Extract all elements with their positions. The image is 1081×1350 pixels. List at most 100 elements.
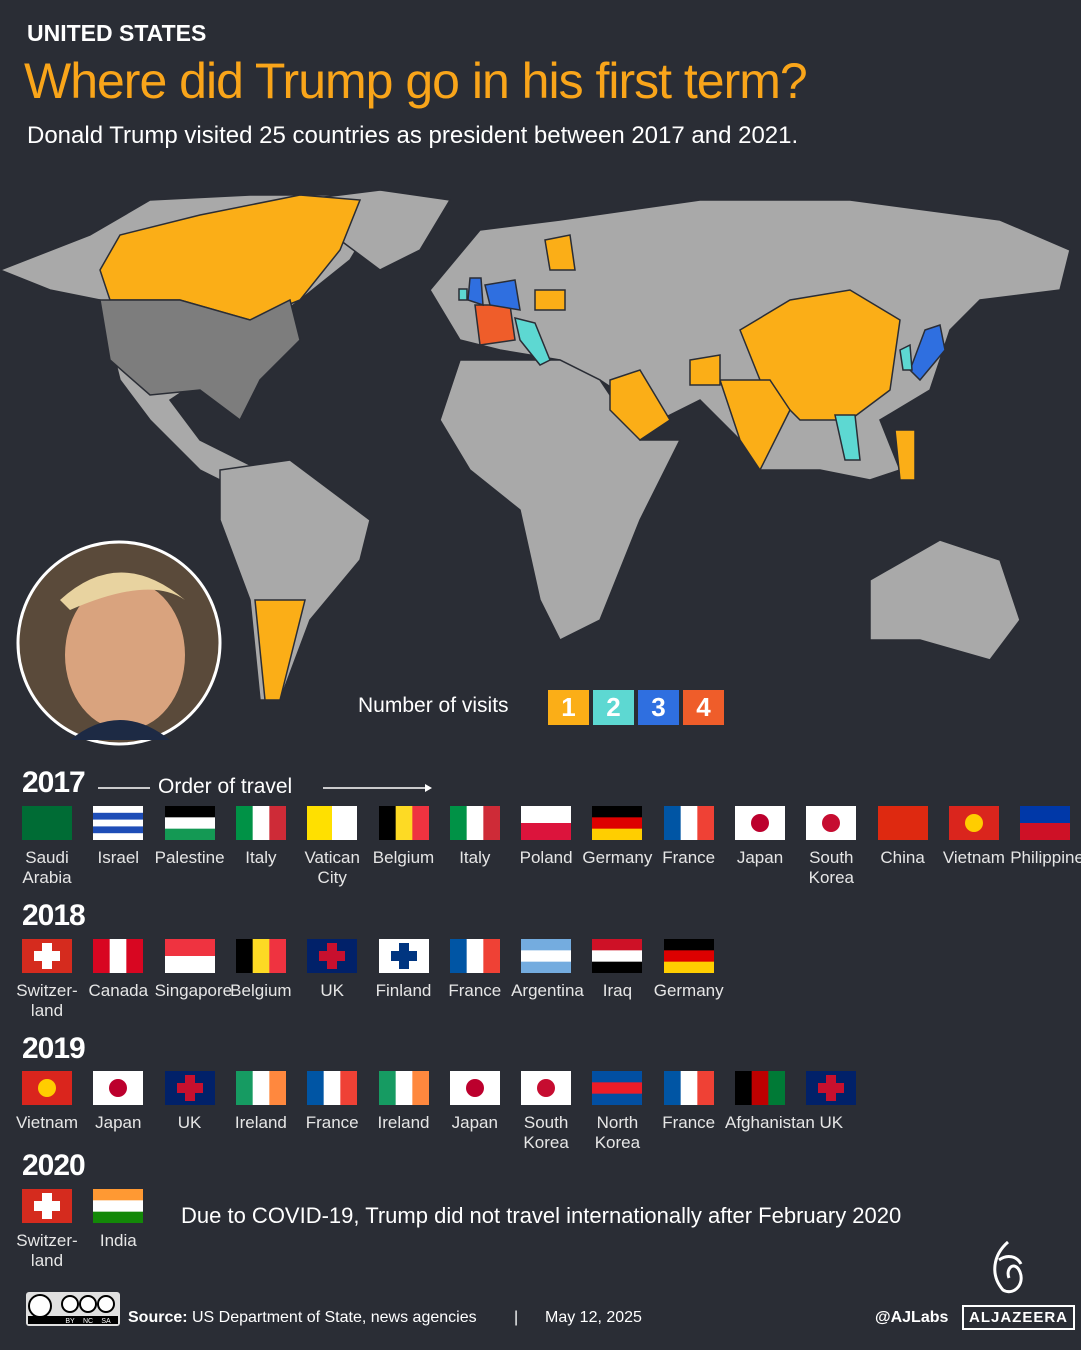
country-label: Japan [736, 848, 784, 867]
flag-part [93, 812, 144, 821]
country-label: Poland [519, 848, 573, 867]
flag [93, 1071, 144, 1105]
country-label: Italy [459, 848, 491, 867]
flag [235, 806, 286, 840]
flag-part [235, 1071, 254, 1105]
flag-part [592, 828, 643, 840]
flag [592, 806, 643, 840]
flag-part [269, 1071, 286, 1105]
flag-part [877, 806, 928, 840]
flag-part [680, 806, 698, 840]
flag [735, 1071, 785, 1105]
flag-part [663, 939, 714, 951]
flag-part [93, 806, 144, 814]
flag [948, 806, 999, 840]
flag [592, 939, 643, 973]
flag-part [663, 950, 714, 963]
flag-part [449, 806, 467, 840]
flag [806, 806, 857, 840]
flag-part [466, 939, 484, 973]
world-map [0, 189, 1071, 746]
license-term: BY [65, 1318, 75, 1325]
title: Where did Trump go in his first term? [24, 53, 808, 109]
country-label: UK [819, 1113, 844, 1132]
korea [899, 343, 913, 371]
country-label: UK [177, 1113, 202, 1132]
country-label: Saudi Arabia [22, 848, 72, 887]
country-label: Argentina [511, 981, 584, 1000]
flag-part [521, 950, 572, 963]
country-label: China [880, 848, 925, 867]
saudi-arabia [609, 369, 672, 441]
year-label: 2020 [22, 1149, 86, 1182]
flag [22, 1189, 72, 1223]
country-label: Israel [97, 848, 140, 867]
flag [307, 806, 358, 840]
country-label: Italy [245, 848, 277, 867]
flag-part [592, 1071, 643, 1083]
flag-part [252, 939, 270, 973]
flag-part [22, 806, 72, 840]
country-label: Vietnam [942, 848, 1005, 867]
flag [449, 939, 500, 973]
country-label: Switzer-land [16, 981, 78, 1020]
country-label: Japan [451, 1113, 498, 1132]
poland [534, 289, 566, 311]
legend-label: Number of visits [358, 694, 509, 717]
legend-swatch: 4 [683, 690, 724, 725]
flag [93, 806, 144, 840]
caption: Order of travel [158, 775, 293, 798]
country-label: Ireland [234, 1113, 287, 1132]
flag [22, 939, 72, 973]
logo-emblem [993, 1240, 1023, 1294]
flag-part [164, 806, 215, 818]
flag-part [521, 806, 572, 824]
flag-part [164, 828, 215, 840]
country-label: France [662, 1113, 716, 1132]
timeline: Order of travel 2017 Saudi Arabia Israel Pa… [16, 766, 1081, 1270]
flag [521, 806, 572, 840]
country-label: France [305, 1113, 359, 1132]
country-label: Belgium [230, 981, 292, 1000]
flag-part [235, 806, 254, 840]
flag-part [680, 1071, 698, 1105]
flag [22, 1071, 72, 1105]
flag-part [483, 806, 500, 840]
flag-part [269, 806, 286, 840]
flag [806, 1071, 857, 1105]
country-label: South Korea [808, 848, 854, 887]
subtitle: Donald Trump visited 25 countries as pre… [27, 122, 799, 149]
year-label: 2019 [22, 1032, 86, 1065]
flag [164, 939, 215, 973]
flag-part [592, 1093, 643, 1105]
legend-swatch: 1 [548, 690, 589, 725]
flag [735, 806, 785, 840]
source: US Department of State, news agencies [192, 1309, 477, 1326]
flag [378, 806, 429, 840]
cc-license-icon: BY NC SA [26, 1292, 120, 1326]
logo: ALJAZEERA [962, 1305, 1076, 1330]
flag-part [395, 806, 413, 840]
license-term: SA [101, 1318, 111, 1325]
flag-part [768, 1071, 785, 1105]
legend-swatch: 2 [593, 690, 634, 725]
flag-part [109, 1079, 128, 1097]
country-label: Palestine [154, 848, 225, 867]
country-label: Afghanistan [725, 1113, 815, 1132]
license-term: NC [83, 1318, 93, 1325]
flag [663, 1071, 714, 1105]
italy [513, 316, 551, 366]
flag [449, 806, 500, 840]
flag-part [411, 1071, 429, 1105]
flag-part [93, 833, 144, 840]
country-label: UK [320, 981, 344, 1000]
flag [877, 806, 928, 840]
flag-part [465, 1079, 484, 1097]
flag [307, 939, 358, 973]
flag [378, 1071, 429, 1105]
land [219, 459, 371, 701]
note: Due to COVID-19, Trump did not travel in… [181, 1203, 902, 1228]
flag [93, 939, 144, 973]
separator: | [514, 1309, 519, 1326]
